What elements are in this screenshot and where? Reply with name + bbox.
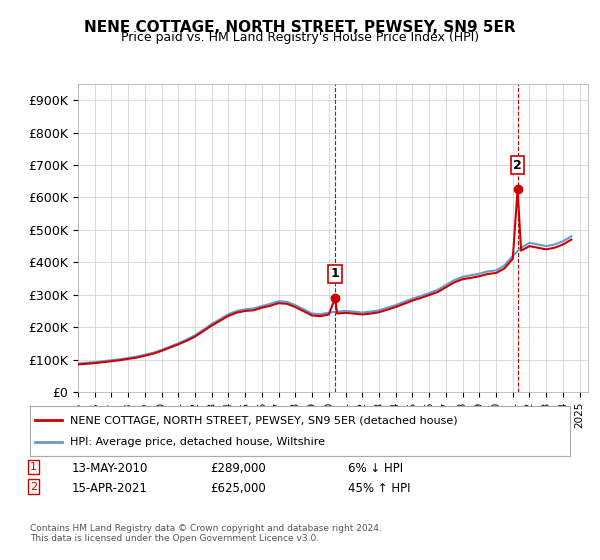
- Text: 2: 2: [513, 158, 522, 171]
- Text: 13-MAY-2010: 13-MAY-2010: [72, 462, 148, 475]
- Text: NENE COTTAGE, NORTH STREET, PEWSEY, SN9 5ER: NENE COTTAGE, NORTH STREET, PEWSEY, SN9 …: [84, 20, 516, 35]
- Text: 1: 1: [30, 462, 37, 472]
- Text: 1: 1: [331, 268, 340, 281]
- Text: Contains HM Land Registry data © Crown copyright and database right 2024.
This d: Contains HM Land Registry data © Crown c…: [30, 524, 382, 543]
- Text: 2: 2: [30, 482, 37, 492]
- Text: 45% ↑ HPI: 45% ↑ HPI: [348, 482, 410, 494]
- Text: £625,000: £625,000: [210, 482, 266, 494]
- Text: 15-APR-2021: 15-APR-2021: [72, 482, 148, 494]
- Text: Price paid vs. HM Land Registry's House Price Index (HPI): Price paid vs. HM Land Registry's House …: [121, 31, 479, 44]
- Text: NENE COTTAGE, NORTH STREET, PEWSEY, SN9 5ER (detached house): NENE COTTAGE, NORTH STREET, PEWSEY, SN9 …: [71, 415, 458, 425]
- Text: £289,000: £289,000: [210, 462, 266, 475]
- Text: HPI: Average price, detached house, Wiltshire: HPI: Average price, detached house, Wilt…: [71, 437, 325, 447]
- Text: 6% ↓ HPI: 6% ↓ HPI: [348, 462, 403, 475]
